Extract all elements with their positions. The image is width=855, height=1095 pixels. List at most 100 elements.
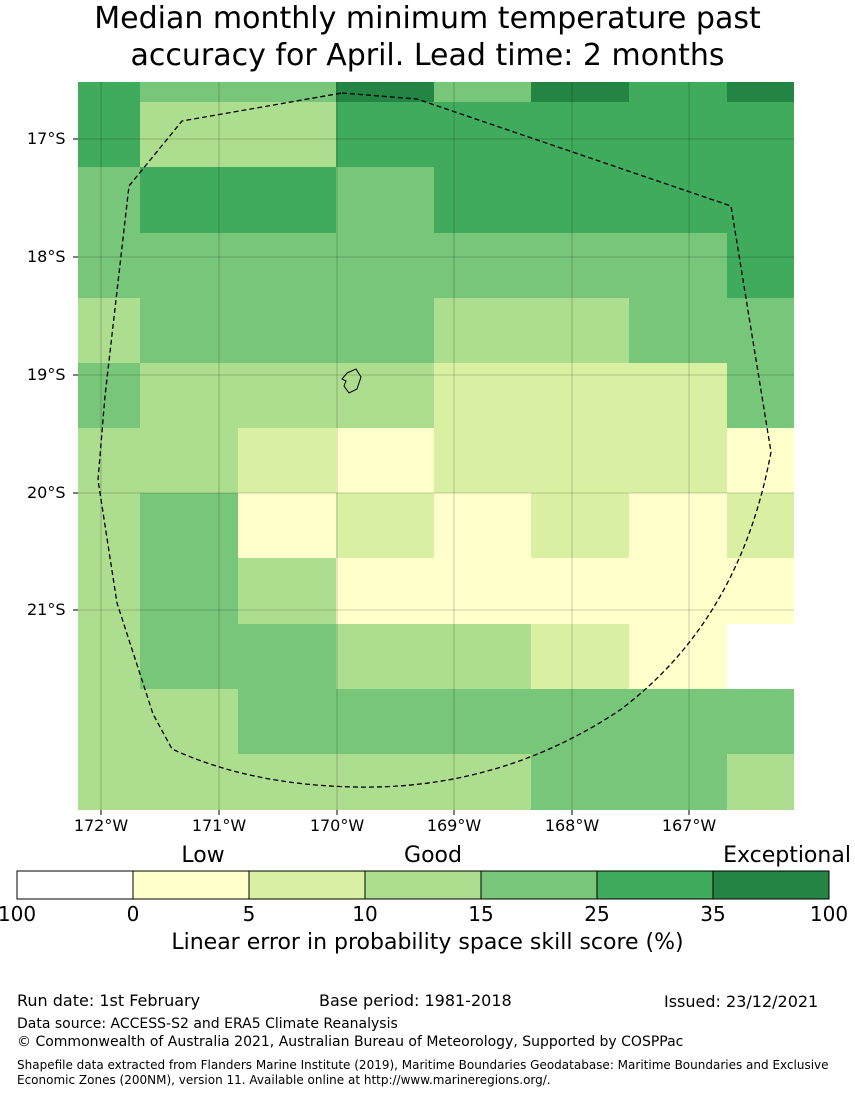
grid-cell [727,102,794,167]
grid-cell [78,102,140,167]
lon-label-167w: 167°W [661,816,717,835]
grid-cell [531,298,629,363]
grid-cell [434,363,531,428]
grid-cell [238,493,336,558]
grid-cell [336,428,434,493]
grid-cell [336,167,434,233]
colorbar-segment [712,870,830,900]
grid-cell [531,167,629,233]
grid-cell [629,167,727,233]
grid-cell [531,363,629,428]
grid-cell [629,363,727,428]
grid-cell [629,493,727,558]
grid-cell [336,493,434,558]
title-line-1: Median monthly minimum temperature past [94,1,761,36]
colorbar-tick: 15 [468,902,494,926]
colorbar-segment [16,870,134,900]
grid-cell [727,428,794,493]
data-source: Data source: ACCESS-S2 and ERA5 Climate … [17,1016,398,1032]
grid-cell [629,233,727,298]
grid-cell [140,493,238,558]
colorbar-tick: 100 [0,902,37,926]
grid-cell [531,233,629,298]
grid-cell [336,298,434,363]
grid-cell [629,558,727,624]
grid-cell [629,428,727,493]
grid-cell [140,167,238,233]
colorbar-title: Linear error in probability space skill … [171,930,684,955]
quality-label-good: Good [404,843,462,868]
grid-cell [140,102,238,167]
shapefile-credit: Shapefile data extracted from Flanders M… [17,1058,829,1087]
grid-cell [531,82,629,102]
colorbar-tick: 25 [584,902,610,926]
chart-title: Median monthly minimum temperature past … [0,0,855,74]
grid-cell [727,233,794,298]
grid-cell [140,624,238,689]
grid-cell [629,689,727,754]
grid-cell [238,754,336,810]
grid-cell [78,754,140,810]
colorbar-segment [596,870,714,900]
grid-cell [336,689,434,754]
grid-cell [78,428,140,493]
grid-cell [238,363,336,428]
grid-cell [336,624,434,689]
grid-cell [238,689,336,754]
quality-label-low: Low [181,843,225,868]
colorbar-segment [364,870,482,900]
grid-cell [434,102,531,167]
copyright: © Commonwealth of Australia 2021, Austra… [17,1034,684,1050]
colorbar [16,870,830,900]
grid-cell [727,298,794,363]
grid-cell [727,493,794,558]
grid-cell [238,167,336,233]
colorbar-tick: 0 [126,902,140,926]
grid-cell [336,102,434,167]
grid-cell [238,558,336,624]
issued-date: Issued: 23/12/2021 [664,992,819,1011]
grid-cell [727,363,794,428]
run-date: Run date: 1st February [17,991,201,1010]
grid-cell [434,493,531,558]
grid-cell [629,102,727,167]
grid-cell [531,102,629,167]
grid-cell [629,82,727,102]
grid-cell [78,558,140,624]
eez-boundary [97,92,772,788]
colorbar-segment [248,870,366,900]
colorbar-tick: 35 [700,902,726,926]
grid-cell [78,689,140,754]
grid-cell [238,82,336,102]
lat-label-21s: 21°S [27,600,66,619]
grid-cell [140,428,238,493]
grid-cell [727,624,794,689]
grid-cell [531,754,629,810]
grid-cell [531,558,629,624]
grid-cell [531,428,629,493]
lon-label-169w: 169°W [426,816,482,835]
colorbar-tick: 10 [352,902,378,926]
title-line-2: accuracy for April. Lead time: 2 months [130,38,725,73]
grid-cell [140,689,238,754]
grid-cell [336,558,434,624]
grid-cell [531,689,629,754]
grid-cell [336,233,434,298]
lon-label-168w: 168°W [544,816,600,835]
lon-label-172w: 172°W [73,816,129,835]
skill-grid [78,82,794,810]
grid-cell [78,82,140,102]
grid-cell [336,363,434,428]
grid-cell [531,624,629,689]
grid-cell [434,689,531,754]
grid-cell [629,754,727,810]
grid-cell [140,233,238,298]
grid-cell [238,624,336,689]
grid-cell [78,233,140,298]
grid-cell [434,428,531,493]
grid-cell [727,754,794,810]
lon-label-171w: 171°W [191,816,247,835]
grid-cell [434,233,531,298]
grid-cell [238,233,336,298]
